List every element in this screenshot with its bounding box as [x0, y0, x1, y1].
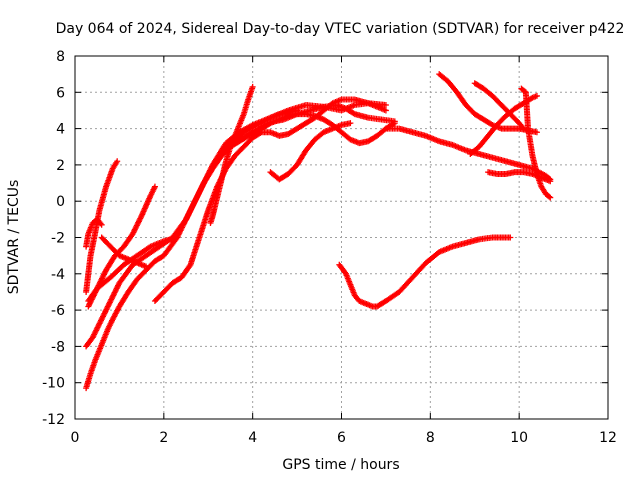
- grid-lines: [75, 56, 608, 419]
- data-point: [546, 193, 553, 200]
- x-tick-label: 6: [337, 430, 346, 446]
- data-point: [547, 194, 554, 201]
- data-point: [382, 107, 389, 114]
- y-tick-label: 4: [56, 122, 65, 138]
- y-tick-label: -6: [51, 303, 65, 319]
- data-point: [350, 110, 357, 117]
- y-tick-label: 2: [56, 158, 65, 174]
- x-tick-label: 0: [71, 430, 80, 446]
- series-13: [336, 234, 514, 310]
- x-tick-label: 8: [426, 430, 435, 446]
- y-tick-label: 8: [56, 49, 65, 65]
- data-point: [114, 158, 121, 165]
- x-tick-label: 10: [510, 430, 528, 446]
- series-14: [382, 125, 554, 183]
- y-tick-label: -8: [51, 339, 65, 355]
- series-10: [207, 83, 256, 226]
- series-11: [231, 111, 398, 147]
- y-tick-label: -4: [51, 267, 65, 283]
- y-axis-label: SDTVAR / TECUs: [6, 180, 22, 295]
- data-point: [382, 102, 389, 109]
- data-point: [390, 120, 397, 127]
- x-tick-label: 4: [248, 430, 257, 446]
- data-point: [533, 92, 540, 99]
- y-tick-label: -10: [42, 376, 65, 392]
- x-tick-label: 12: [599, 430, 617, 446]
- data-point: [507, 234, 514, 241]
- x-axis-label: GPS time / hours: [282, 457, 399, 473]
- x-tick-label: 2: [159, 430, 168, 446]
- y-tick-label: 0: [56, 194, 65, 210]
- data-point: [347, 120, 354, 127]
- series-19: [518, 85, 554, 201]
- data-point: [98, 221, 105, 228]
- axis-ticks: 0 2 4 6 8 10 12 -12 -10 -8 -6 -4 -2 0 2 4 6 8: [42, 49, 617, 446]
- y-tick-label: -2: [51, 231, 65, 247]
- series-16: [471, 80, 527, 132]
- data-point: [533, 129, 540, 136]
- plot-area: [83, 71, 554, 392]
- data-point: [391, 120, 398, 127]
- chart-title: Day 064 of 2024, Sidereal Day-to-day VTE…: [56, 21, 625, 37]
- series-1: [83, 158, 121, 295]
- data-point: [547, 178, 554, 185]
- y-tick-label: 6: [56, 85, 65, 101]
- y-tick-label: -12: [42, 412, 65, 428]
- series-2: [83, 216, 105, 250]
- series-8: [151, 96, 389, 305]
- data-point: [151, 183, 158, 190]
- series-12: [267, 120, 354, 183]
- data-point: [249, 83, 256, 90]
